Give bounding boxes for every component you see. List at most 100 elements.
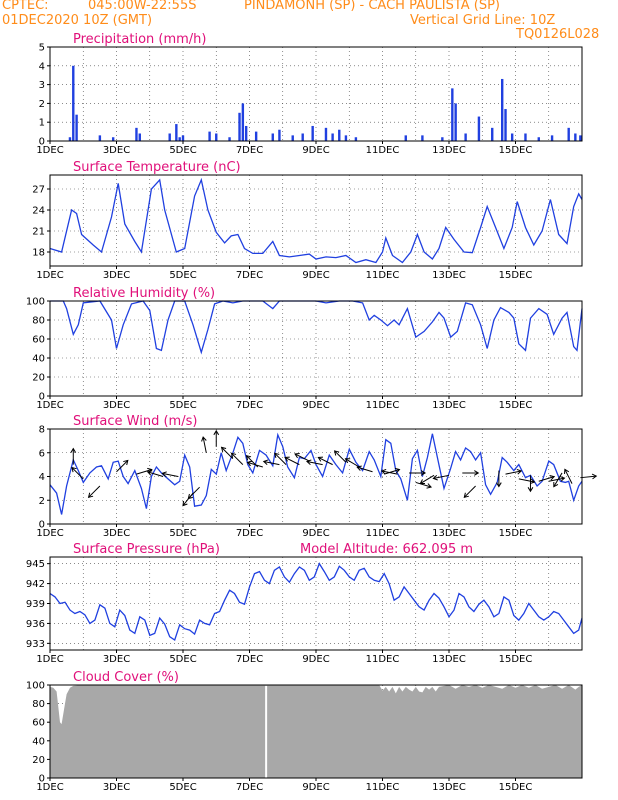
wind-vector-head bbox=[333, 450, 340, 456]
cloud-cover-ytick-label: 80 bbox=[32, 699, 45, 710]
cloud-cover-xtick-label: 9DEC bbox=[302, 782, 329, 793]
precipitation-bar bbox=[75, 114, 78, 141]
wind-vector bbox=[433, 474, 450, 479]
cloud-cover-xtick-label: 15DEC bbox=[499, 782, 533, 793]
pressure-series-line bbox=[49, 562, 583, 642]
wind-vector bbox=[71, 467, 84, 480]
pressure-xtick-label: 13DEC bbox=[432, 654, 466, 665]
temperature-xtick-label: 11DEC bbox=[366, 270, 400, 281]
pressure-ytick-label: 933 bbox=[26, 639, 45, 650]
precipitation-bar bbox=[510, 133, 514, 141]
cloud-cover-xtick-label: 7DEC bbox=[236, 782, 263, 793]
wind-vector bbox=[294, 453, 310, 462]
wind-vector bbox=[284, 457, 300, 466]
wind-ytick-label: 0 bbox=[39, 520, 45, 531]
precipitation-bar bbox=[537, 137, 540, 141]
wind-vector-head bbox=[432, 474, 438, 481]
cloud-cover-area bbox=[50, 685, 582, 778]
temperature-series-line bbox=[49, 177, 583, 264]
precipitation-bar bbox=[574, 133, 577, 141]
wind-vector bbox=[553, 472, 563, 487]
wind-xtick-label: 3DEC bbox=[103, 528, 130, 539]
wind-vector-head bbox=[284, 456, 290, 462]
precipitation-bar bbox=[98, 135, 102, 141]
precipitation-bar bbox=[291, 135, 294, 141]
precipitation-bar bbox=[491, 127, 494, 141]
temperature-xtick-label: 5DEC bbox=[169, 270, 196, 281]
precipitation-bar bbox=[404, 135, 407, 141]
cloud-cover-ytick-label: 100 bbox=[26, 681, 45, 692]
wind-vector bbox=[381, 470, 398, 475]
wind-vector-head bbox=[245, 454, 252, 461]
humidity-title: Relative Humidity (%) bbox=[73, 286, 215, 301]
wind-vector bbox=[136, 469, 152, 475]
precipitation-bar bbox=[254, 131, 258, 141]
pressure-ytick-label: 945 bbox=[26, 559, 45, 570]
wind-vector-head bbox=[496, 482, 502, 488]
wind-vector-head bbox=[529, 478, 536, 485]
precipitation-bar bbox=[421, 135, 424, 141]
wind-vector-head bbox=[559, 476, 566, 482]
precipitation-bar bbox=[338, 129, 341, 141]
header-source: CPTEC: bbox=[2, 0, 49, 13]
wind-vector bbox=[318, 457, 333, 466]
header-grid-note: Vertical Grid Line: 10Z bbox=[410, 13, 556, 28]
wind-vector bbox=[247, 461, 263, 468]
temperature-ytick-label: 21 bbox=[32, 227, 45, 238]
wind-vector bbox=[564, 469, 573, 484]
pressure-xtick-label: 5DEC bbox=[169, 654, 196, 665]
precipitation-xtick-label: 9DEC bbox=[302, 145, 329, 156]
wind-vector bbox=[357, 466, 373, 473]
cloud-cover-xtick-label: 5DEC bbox=[169, 782, 196, 793]
cloud-cover-xtick-label: 13DEC bbox=[432, 782, 466, 793]
temperature-xtick-label: 1DEC bbox=[36, 270, 63, 281]
precipitation-ytick-label: 2 bbox=[39, 99, 45, 110]
precipitation-bar bbox=[451, 88, 454, 141]
wind-series-line bbox=[49, 432, 583, 515]
precipitation-bar bbox=[311, 125, 314, 141]
temperature-xtick-label: 7DEC bbox=[236, 270, 263, 281]
wind-vector-head bbox=[306, 459, 312, 465]
wind-vector-head bbox=[419, 479, 425, 485]
pressure-xtick-label: 9DEC bbox=[302, 654, 329, 665]
wind-vector bbox=[548, 477, 565, 482]
precipitation-bar bbox=[238, 112, 241, 141]
wind-vector-head bbox=[380, 468, 387, 475]
pressure-xtick-label: 7DEC bbox=[236, 654, 263, 665]
wind-xtick-label: 7DEC bbox=[236, 528, 263, 539]
precipitation-xtick-label: 13DEC bbox=[432, 145, 466, 156]
wind-vector-head bbox=[182, 500, 188, 507]
precipitation-bar bbox=[354, 137, 358, 141]
pressure-xtick-label: 11DEC bbox=[366, 654, 400, 665]
precipitation-ytick-label: 3 bbox=[39, 80, 45, 91]
pressure-xtick-label: 15DEC bbox=[499, 654, 533, 665]
wind-vector-head bbox=[274, 452, 280, 458]
wind-vector bbox=[384, 469, 400, 475]
wind-vector-head bbox=[161, 471, 167, 477]
wind-vector bbox=[420, 474, 435, 484]
wind-vector bbox=[88, 485, 101, 498]
humidity-ytick-label: 20 bbox=[32, 373, 45, 384]
pressure-xtick-label: 3DEC bbox=[103, 654, 130, 665]
cloud-cover-ytick-label: 20 bbox=[32, 755, 45, 766]
precipitation-bar bbox=[477, 116, 481, 141]
temperature-xtick-label: 15DEC bbox=[499, 270, 533, 281]
precipitation-xtick-label: 11DEC bbox=[366, 145, 400, 156]
temperature-ytick-label: 27 bbox=[32, 185, 45, 196]
humidity-xtick-label: 13DEC bbox=[432, 400, 466, 411]
temperature-title: Surface Temperature (nC) bbox=[73, 160, 241, 175]
wind-xtick-label: 5DEC bbox=[169, 528, 196, 539]
wind-vector-head bbox=[262, 459, 269, 465]
humidity-ytick-label: 40 bbox=[32, 354, 45, 365]
wind-vector-head bbox=[213, 429, 220, 436]
wind-vector-head bbox=[344, 458, 351, 464]
wind-vector bbox=[463, 485, 476, 498]
precipitation-bar bbox=[72, 65, 75, 141]
wind-vector bbox=[306, 460, 323, 466]
wind-vector bbox=[202, 436, 207, 453]
wind-vector-head bbox=[246, 460, 253, 467]
precipitation-bar bbox=[331, 133, 334, 141]
precipitation-bar bbox=[181, 135, 185, 141]
wind-xtick-label: 1DEC bbox=[36, 528, 63, 539]
